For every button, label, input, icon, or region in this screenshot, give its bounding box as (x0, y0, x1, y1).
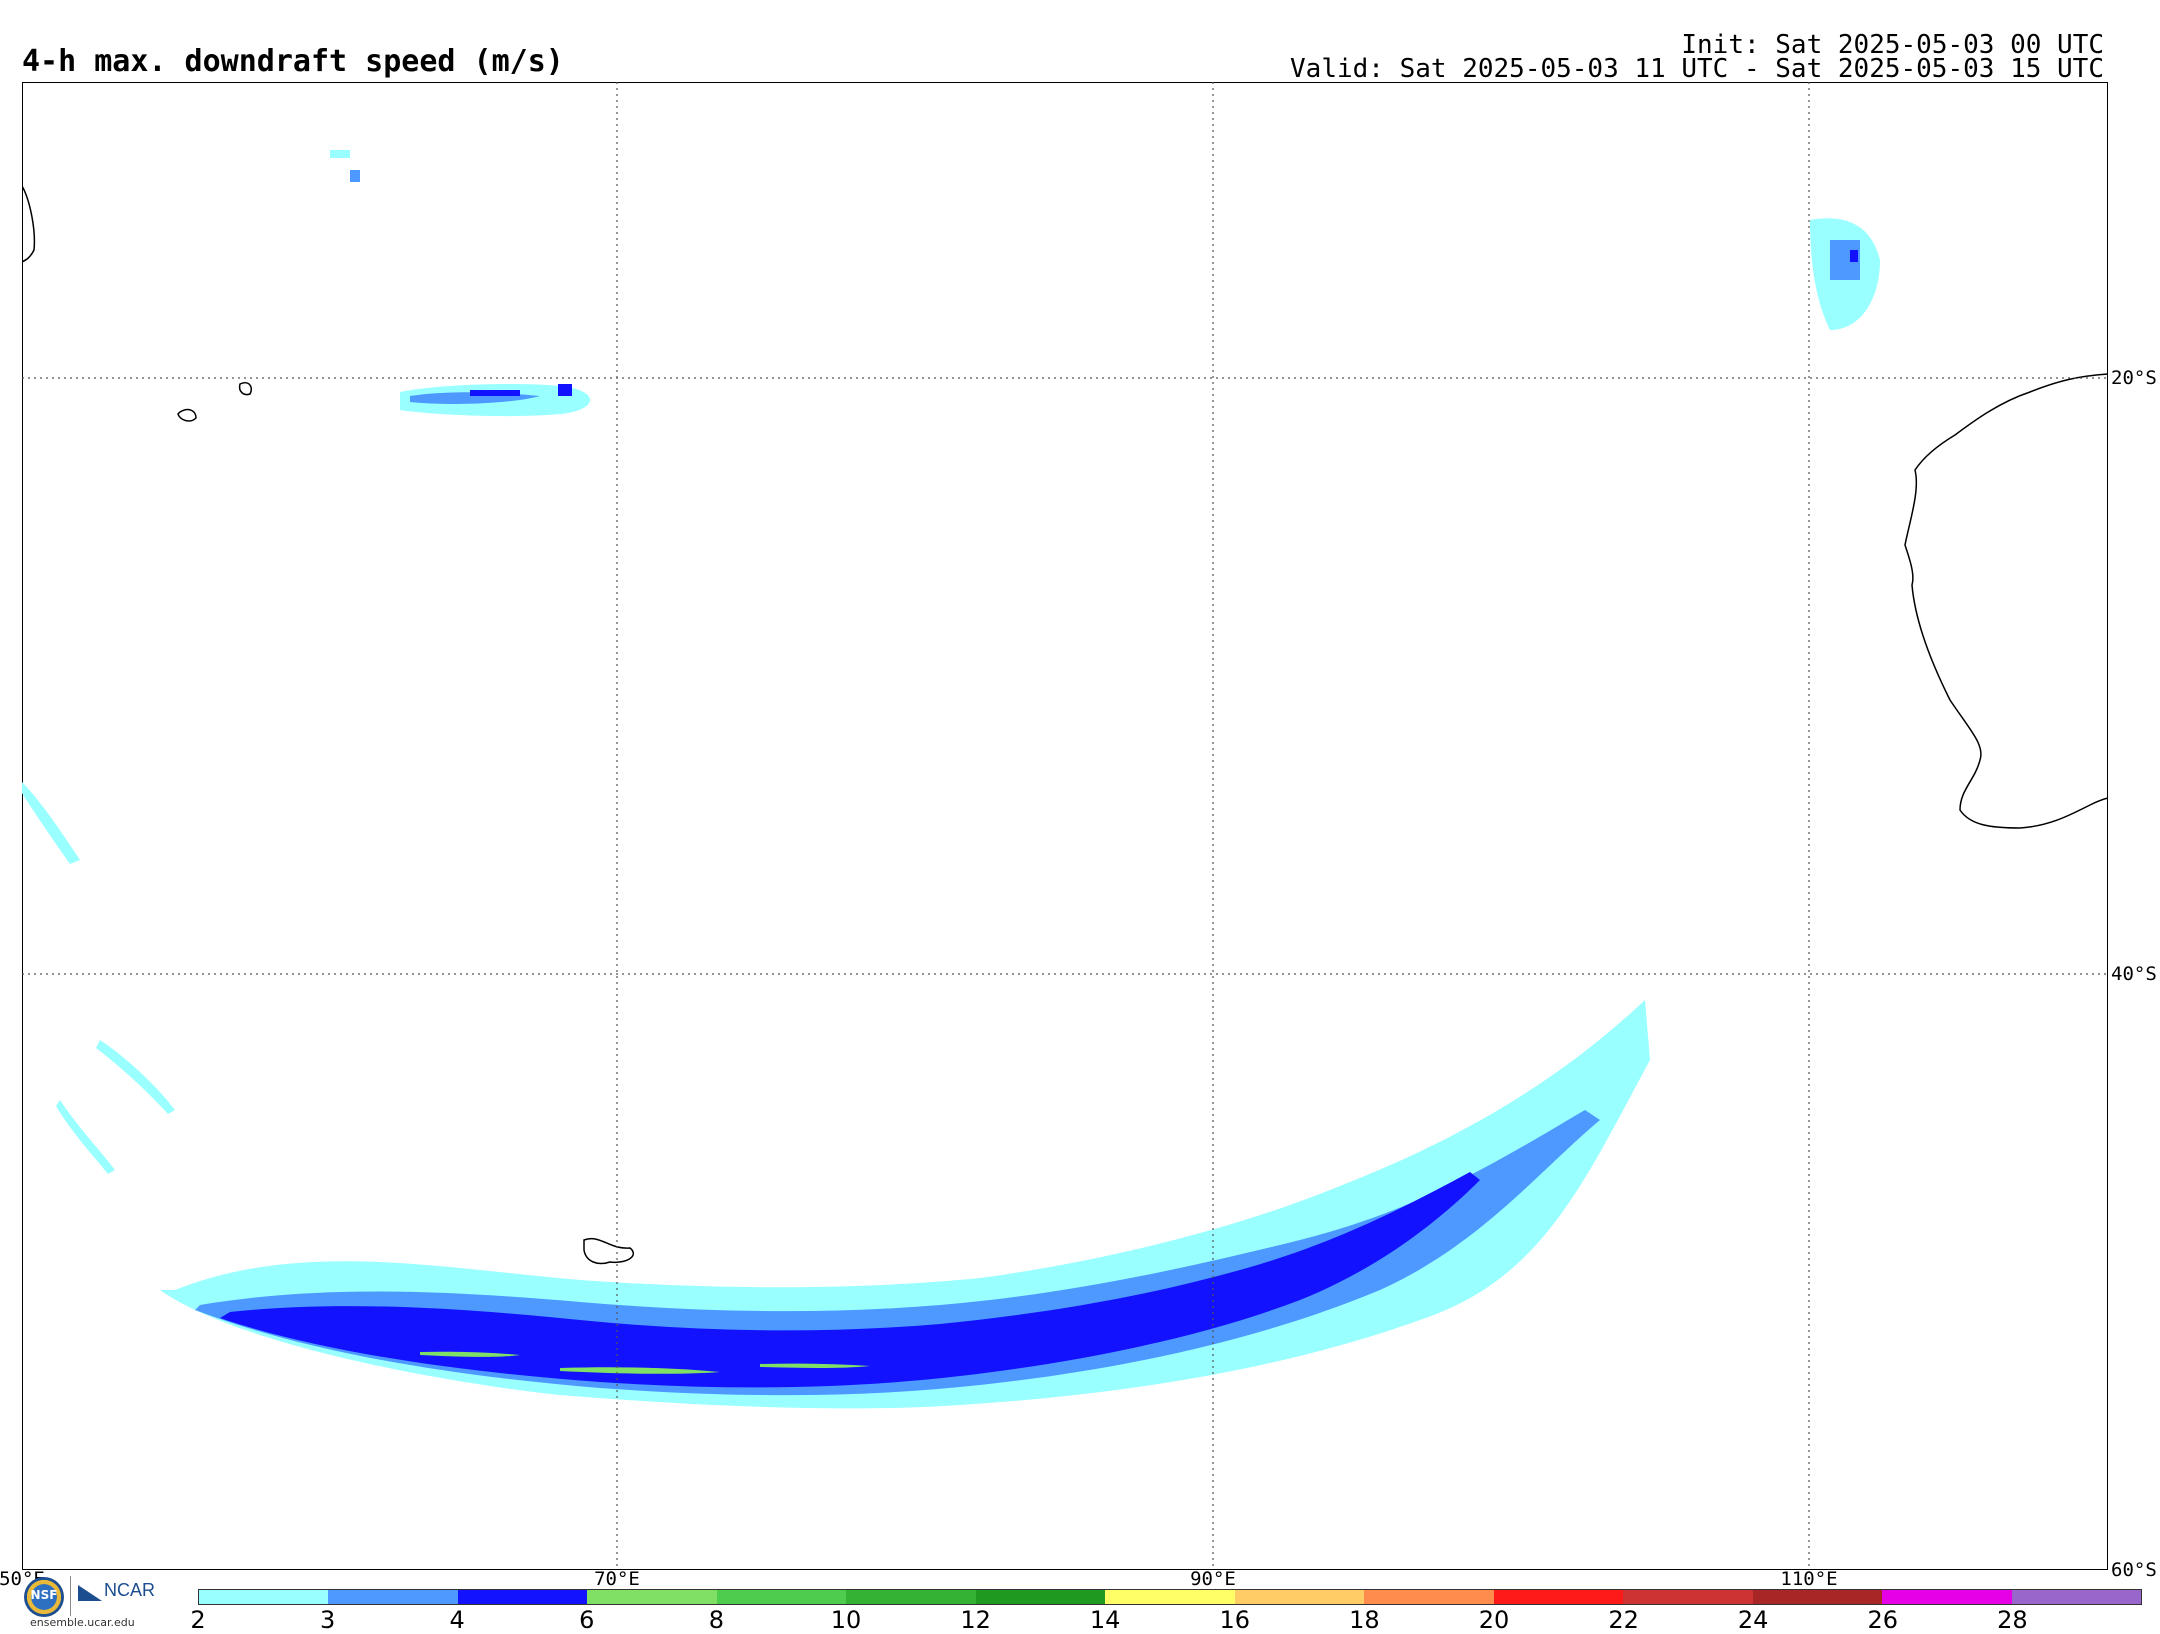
ensemble-url: ensemble.ucar.edu (30, 1616, 135, 1629)
colorbar-segment (975, 1590, 1106, 1604)
colorbar-tick-label: 26 (1867, 1606, 1899, 1634)
coastlines (22, 185, 2108, 1265)
kerguelen-coast (583, 1237, 635, 1265)
colorbar-tick-label: 18 (1349, 1606, 1380, 1634)
colorbar-segment (1364, 1590, 1494, 1604)
colorbar-tick-label: 4 (449, 1606, 465, 1634)
band-level-6-b (560, 1367, 720, 1374)
map-frame (22, 82, 2108, 1570)
colorbar-segment (2011, 1590, 2142, 1604)
colorbar-segment (457, 1590, 588, 1604)
southern-ocean-band (160, 1000, 1650, 1409)
australia-coast (1904, 373, 2108, 829)
lat-label-40s: 40°S (2111, 963, 2157, 985)
west-australia-convection (1810, 218, 1880, 330)
colorbar-segment (1752, 1590, 1883, 1604)
colorbar-segment (1234, 1590, 1365, 1604)
colorbar-tick-label: 10 (830, 1606, 862, 1634)
madagascar-coast (22, 185, 36, 263)
band-level-6-c (760, 1363, 870, 1368)
band-level-4 (220, 1172, 1480, 1388)
init-time: Init: Sat 2025-05-03 00 UTC (1681, 30, 2104, 60)
mauritius-coast (238, 382, 252, 396)
colorbar-segment (199, 1590, 329, 1604)
valid-time: Valid: Sat 2025-05-03 11 UTC - Sat 2025-… (1290, 54, 2104, 84)
nsf-logo-icon: NSF (24, 1577, 64, 1617)
lat-label-60s: 60°S (2111, 1559, 2157, 1581)
lon-label-110e: 110°E (1780, 1568, 1838, 1590)
colorbar-tick-label: 3 (319, 1606, 336, 1634)
mascarene-convection (22, 150, 590, 1174)
colorbar-tick-label: 22 (1608, 1606, 1639, 1634)
colorbar (198, 1589, 2142, 1605)
colorbar-segment (846, 1590, 976, 1604)
colorbar-tick-label: 2 (190, 1606, 206, 1634)
colorbar-segment (716, 1590, 847, 1604)
lon-label-70e: 70°E (594, 1568, 640, 1590)
map-title: 4-h max. downdraft speed (m/s) (22, 44, 564, 79)
band-level-6-a (420, 1351, 520, 1357)
ncar-logo-icon: NCAR (78, 1580, 155, 1601)
colorbar-tick-label: 28 (1997, 1606, 2028, 1634)
colorbar-segment (328, 1590, 458, 1604)
colorbar-segment (1105, 1590, 1235, 1604)
colorbar-tick-label: 24 (1737, 1606, 1769, 1634)
lat-label-20s: 20°S (2111, 367, 2157, 389)
colorbar-tick-label: 8 (708, 1606, 725, 1634)
colorbar-tick-label: 6 (579, 1606, 595, 1634)
colorbar-tick-label: 20 (1478, 1606, 1510, 1634)
colorbar-segment (1623, 1590, 1753, 1604)
colorbar-tick-label: 16 (1219, 1606, 1251, 1634)
colorbar-segment (587, 1590, 717, 1604)
reunion-coast (177, 408, 197, 422)
colorbar-segment (1882, 1590, 2012, 1604)
colorbar-tick-label: 14 (1089, 1606, 1121, 1634)
logo-divider (70, 1576, 71, 1616)
colorbar-segment (1493, 1590, 1624, 1604)
colorbar-tick-label: 12 (960, 1606, 991, 1634)
lon-label-90e: 90°E (1190, 1568, 1236, 1590)
gridlines (22, 82, 2108, 1570)
